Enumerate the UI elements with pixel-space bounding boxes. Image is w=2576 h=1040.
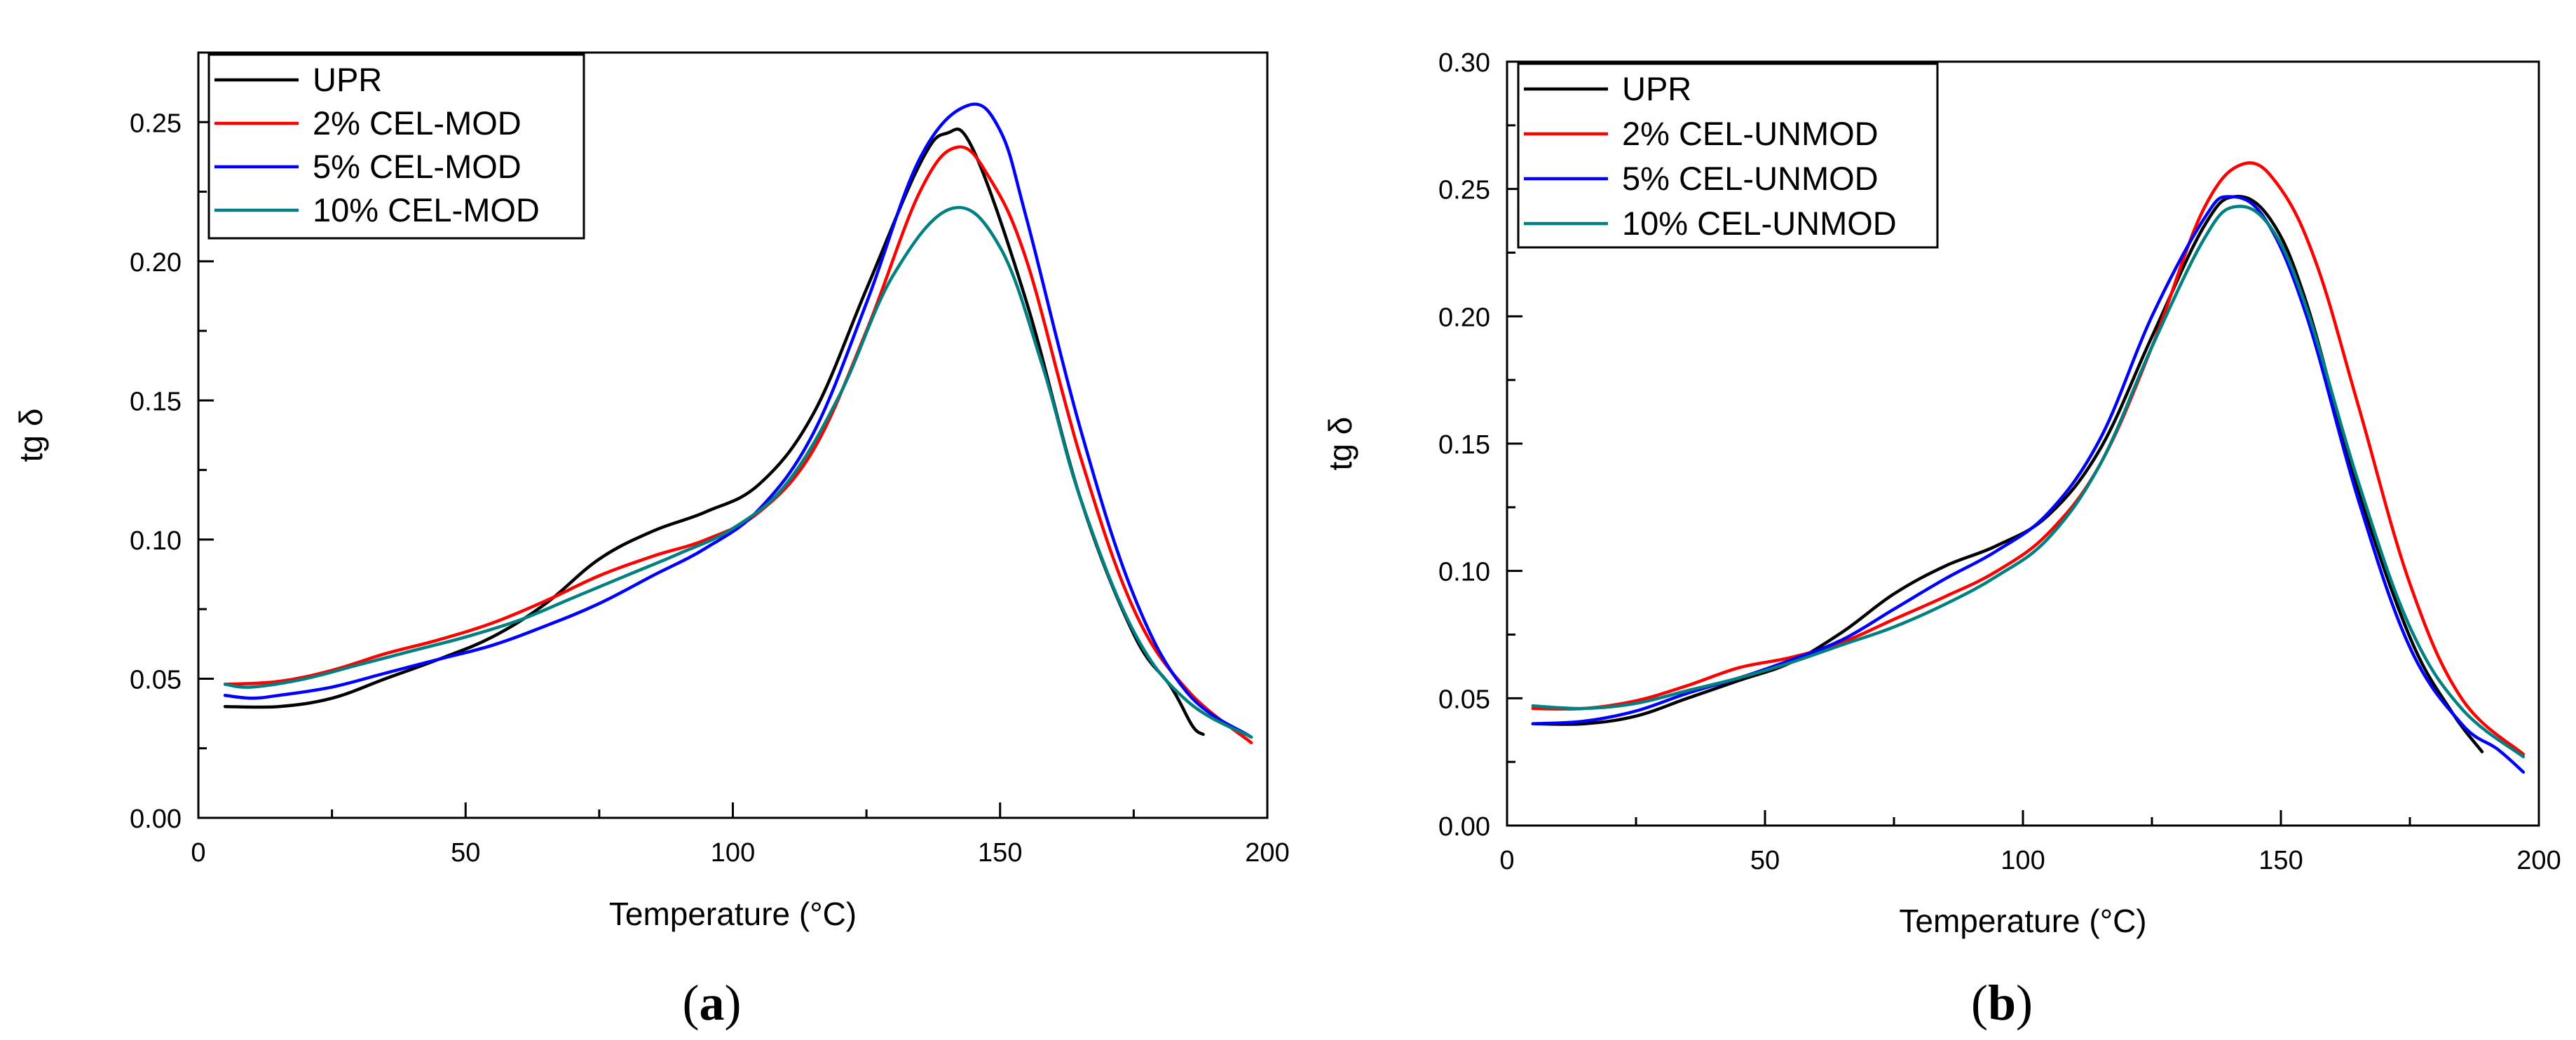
y-tick-label: 0.15	[130, 387, 182, 416]
y-tick-label: 0.30	[1438, 48, 1490, 78]
series-line-2	[1531, 195, 2526, 774]
legend-box	[207, 53, 585, 240]
y-tick-label: 0.00	[1438, 812, 1490, 842]
y-tick-label: 0.15	[1438, 430, 1490, 460]
y-tick-label: 0.05	[130, 665, 182, 695]
y-tick-label: 0.25	[130, 109, 182, 138]
y-tick-label: 0.25	[1438, 176, 1490, 205]
series-line-2	[223, 102, 1253, 739]
x-tick-label: 0	[1499, 846, 1514, 875]
legend-label: 5% CEL-MOD	[313, 148, 522, 185]
panel-letter: a	[700, 975, 725, 1031]
y-tick-label: 0.10	[1438, 558, 1490, 587]
legend-label: 10% CEL-MOD	[313, 191, 540, 228]
panel-label: (a)	[683, 975, 742, 1031]
series-line-1	[223, 145, 1253, 745]
panel-paren: )	[725, 975, 742, 1031]
y-tick-label: 0.00	[130, 805, 182, 834]
series-line-0	[1531, 195, 2484, 753]
panel-paren: (	[683, 975, 700, 1031]
series-line-3	[223, 205, 1253, 739]
legend-label: UPR	[1622, 70, 1691, 107]
y-tick-label: 0.10	[130, 526, 182, 556]
chart-panel-a: 0 50 100 150 200 0.00 0.05 0.10 0.15 0.20 0.25 Temp…	[13, 51, 1290, 1031]
series-line-3	[1531, 205, 2526, 759]
y-tick-label: 0.05	[1438, 685, 1490, 714]
x-tick-label: 50	[451, 838, 480, 868]
series-line-1	[1531, 161, 2526, 756]
y-tick-label: 0.20	[1438, 303, 1490, 332]
x-tick-label: 100	[2001, 846, 2045, 875]
y-axis-title: tg δ	[13, 409, 49, 463]
legend-box	[1517, 62, 1939, 249]
panel-paren: (	[1971, 975, 1988, 1031]
panel-label: (b)	[1971, 975, 2033, 1031]
panel-letter: b	[1988, 975, 2016, 1031]
legend-label: 10% CEL-UNMOD	[1622, 205, 1897, 242]
x-tick-label: 0	[191, 838, 205, 868]
x-tick-label: 100	[711, 838, 755, 868]
x-tick-label: 50	[1750, 846, 1780, 875]
x-tick-label: 200	[2516, 846, 2561, 875]
legend-label: UPR	[313, 61, 382, 98]
y-tick-label: 0.20	[130, 248, 182, 278]
chart-panel-b: 0 50 100 150 200 0.00 0.05 0.10 0.15 0.20 0.25 0.30…	[1322, 48, 2561, 1031]
legend: UPR 2% CEL-MOD 5% CEL-MOD 10% CEL-MOD	[207, 53, 585, 240]
y-axis-title: tg δ	[1322, 417, 1358, 471]
x-tick-label: 200	[1245, 838, 1289, 868]
legend-label: 5% CEL-UNMOD	[1622, 160, 1879, 197]
x-tick-label: 150	[978, 838, 1022, 868]
legend: UPR 2% CEL-UNMOD 5% CEL-UNMOD 10% CEL-UNMOD	[1517, 62, 1939, 249]
x-axis-title: Temperature (°C)	[609, 896, 857, 932]
legend-label: 2% CEL-MOD	[313, 104, 522, 142]
legend-label: 2% CEL-UNMOD	[1622, 115, 1879, 152]
x-axis-title: Temperature (°C)	[1899, 903, 2146, 939]
panel-paren: )	[2016, 975, 2033, 1031]
x-tick-label: 150	[2258, 846, 2303, 875]
